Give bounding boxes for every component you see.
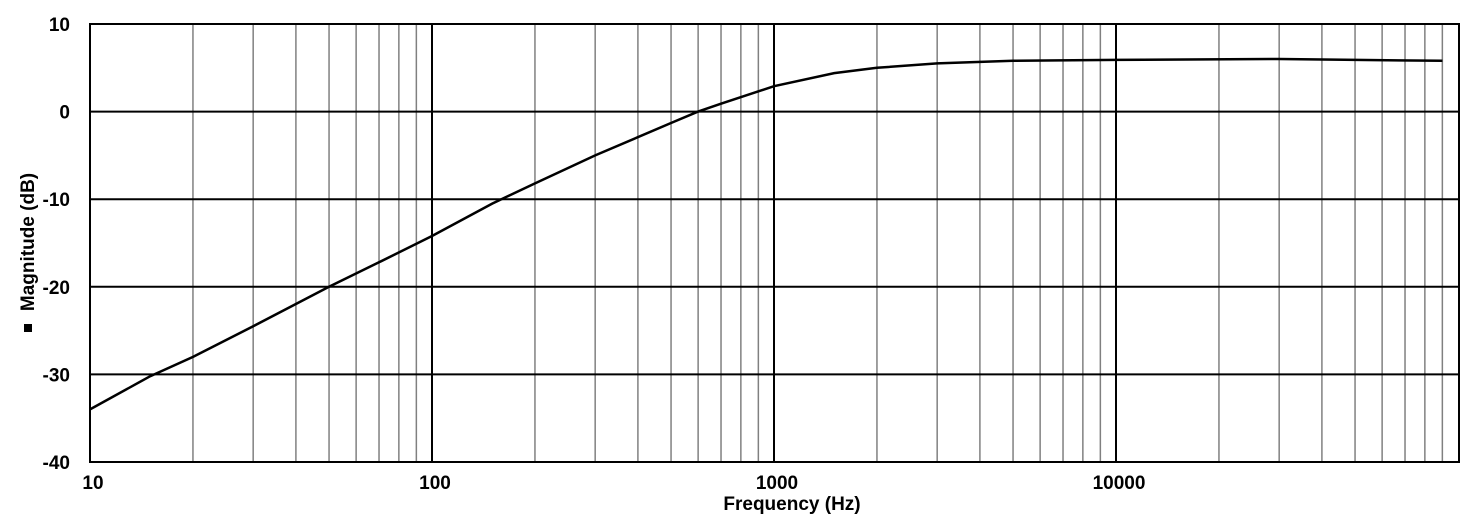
y-tick-label: -10: [43, 190, 70, 211]
plot-area-frame: [89, 23, 1460, 463]
y-tick-label: -20: [43, 278, 70, 299]
x-axis-ticks: 10 100 1000 10000: [82, 473, 1145, 494]
x-tick-label: 10000: [1093, 473, 1146, 494]
magnitude-curve: [89, 57, 1443, 411]
y-tick-label: 10: [49, 15, 70, 36]
minor-gridlines: [192, 24, 1444, 462]
x-tick-label: 10: [82, 473, 103, 494]
x-axis-label: Frequency (Hz): [723, 494, 860, 515]
y-axis-ticks: 10 0 -10 -20 -30 -40: [43, 15, 70, 474]
legend-swatch: [24, 324, 32, 332]
x-tick-label: 1000: [756, 473, 798, 494]
y-axis-label: Magnitude (dB): [18, 173, 39, 311]
y-tick-label: 0: [59, 103, 70, 124]
y-tick-label: -40: [43, 453, 70, 474]
y-tick-label: -30: [43, 365, 70, 386]
x-tick-label: 100: [419, 473, 451, 494]
